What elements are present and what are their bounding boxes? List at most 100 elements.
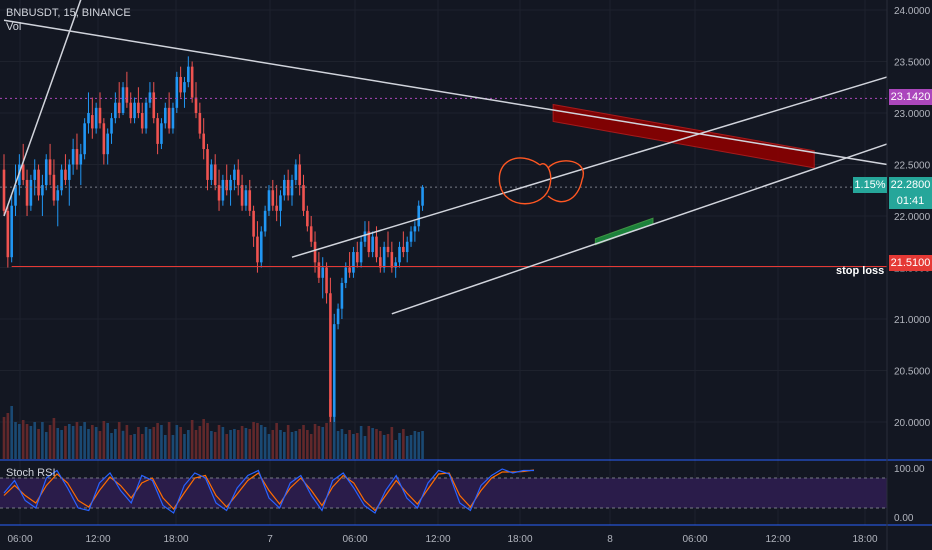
volume-bar <box>298 429 301 459</box>
volume-bar <box>183 434 186 459</box>
volume-bar <box>83 422 86 459</box>
volume-bar <box>263 427 267 459</box>
volume-bar <box>64 426 67 459</box>
volume-bar <box>229 430 232 459</box>
time-tick-label: 8 <box>607 534 613 545</box>
candle-body <box>290 179 294 196</box>
volume-bar <box>336 431 340 459</box>
candle-body <box>248 190 252 211</box>
volume-bar <box>217 425 221 459</box>
candle-body <box>417 205 421 227</box>
volume-bar <box>417 432 421 459</box>
price-tick-label: 20.0000 <box>894 418 931 429</box>
candle-body <box>390 252 394 268</box>
volume-bar <box>379 431 382 459</box>
volume-bar <box>340 429 344 459</box>
volume-bar <box>144 427 148 459</box>
volume-bar <box>279 430 282 459</box>
candle-body <box>71 149 75 165</box>
volume-bar <box>37 429 40 459</box>
volume-bar <box>18 424 21 459</box>
candle-body <box>29 179 33 206</box>
candle-body <box>252 210 255 237</box>
candle-body <box>375 236 378 258</box>
candle-body <box>332 324 336 417</box>
candle-body <box>114 102 117 119</box>
candle-body <box>83 123 86 155</box>
candle-body <box>302 185 305 211</box>
volume-bar <box>236 430 240 459</box>
candle-body <box>52 174 56 201</box>
candle-body <box>340 282 344 309</box>
volume-bar <box>114 429 117 459</box>
volume-bar <box>302 425 305 459</box>
volume-bar <box>321 427 325 459</box>
candle-body <box>321 267 325 278</box>
price-tick-label: 24.0000 <box>894 6 931 17</box>
volume-bar <box>148 429 152 459</box>
candle-body <box>240 185 244 206</box>
candle-body <box>352 252 355 273</box>
candle-body <box>10 205 13 258</box>
candle-body <box>275 205 278 211</box>
time-tick-label: 06:00 <box>342 534 367 545</box>
candle-body <box>64 169 67 180</box>
candle-body <box>140 113 144 129</box>
candle-body <box>25 179 29 206</box>
volume-bar <box>102 421 106 459</box>
drawings[interactable] <box>3 0 888 315</box>
volume-bar <box>375 429 378 459</box>
volume-bar <box>421 431 424 459</box>
candle-body <box>171 107 175 129</box>
candle-body <box>217 185 221 201</box>
stoch-rsi-pane <box>0 468 887 514</box>
volume-bar <box>259 425 263 459</box>
volume-bar <box>405 436 409 459</box>
rsi-axis-label: 100.00 <box>894 464 925 475</box>
volume-bar <box>348 430 351 459</box>
volume-bar <box>332 399 336 459</box>
volume-bar <box>267 434 271 459</box>
candle-body <box>91 115 94 129</box>
candle-body <box>48 159 52 175</box>
volume-bar <box>286 425 290 459</box>
volume-bar <box>187 430 190 459</box>
volume-bar <box>275 423 278 459</box>
candle-body <box>306 210 309 227</box>
candle-body <box>344 267 348 283</box>
trendline-left-steep <box>3 0 82 217</box>
candle-body <box>256 236 259 263</box>
candle-body <box>355 252 359 263</box>
volume-bar <box>106 423 109 459</box>
volume-bar <box>67 424 71 459</box>
candle-body <box>79 154 83 165</box>
volume-bar <box>313 424 317 459</box>
candle-body <box>187 66 190 83</box>
candle-body <box>167 107 171 129</box>
candlesticks <box>2 56 424 422</box>
candle-body <box>190 66 194 98</box>
candle-body <box>21 164 25 180</box>
candle-body <box>379 257 382 268</box>
volume-bar <box>206 423 209 459</box>
candle-body <box>41 185 44 196</box>
volume-bar <box>175 425 179 459</box>
candle-body <box>198 113 202 134</box>
volume-bar <box>52 418 56 459</box>
volume-bar <box>363 436 367 459</box>
time-tick-label: 7 <box>267 534 273 545</box>
candle-body <box>110 118 113 134</box>
volume-bar <box>87 429 90 459</box>
volume-bar <box>402 429 405 459</box>
volume-bar <box>152 427 156 459</box>
candle-body <box>56 190 60 201</box>
price-tick-label: 22.5000 <box>894 161 931 172</box>
countdown-tag: 01:41 <box>889 193 932 209</box>
volume-bar <box>329 399 332 459</box>
candle-body <box>225 179 229 191</box>
volume-bar <box>271 430 275 459</box>
symbol-title: BNBUSDT, 15, BINANCE <box>6 7 131 19</box>
volume-bar <box>129 435 133 459</box>
stoch-rsi-label: Stoch RSI <box>6 467 56 479</box>
